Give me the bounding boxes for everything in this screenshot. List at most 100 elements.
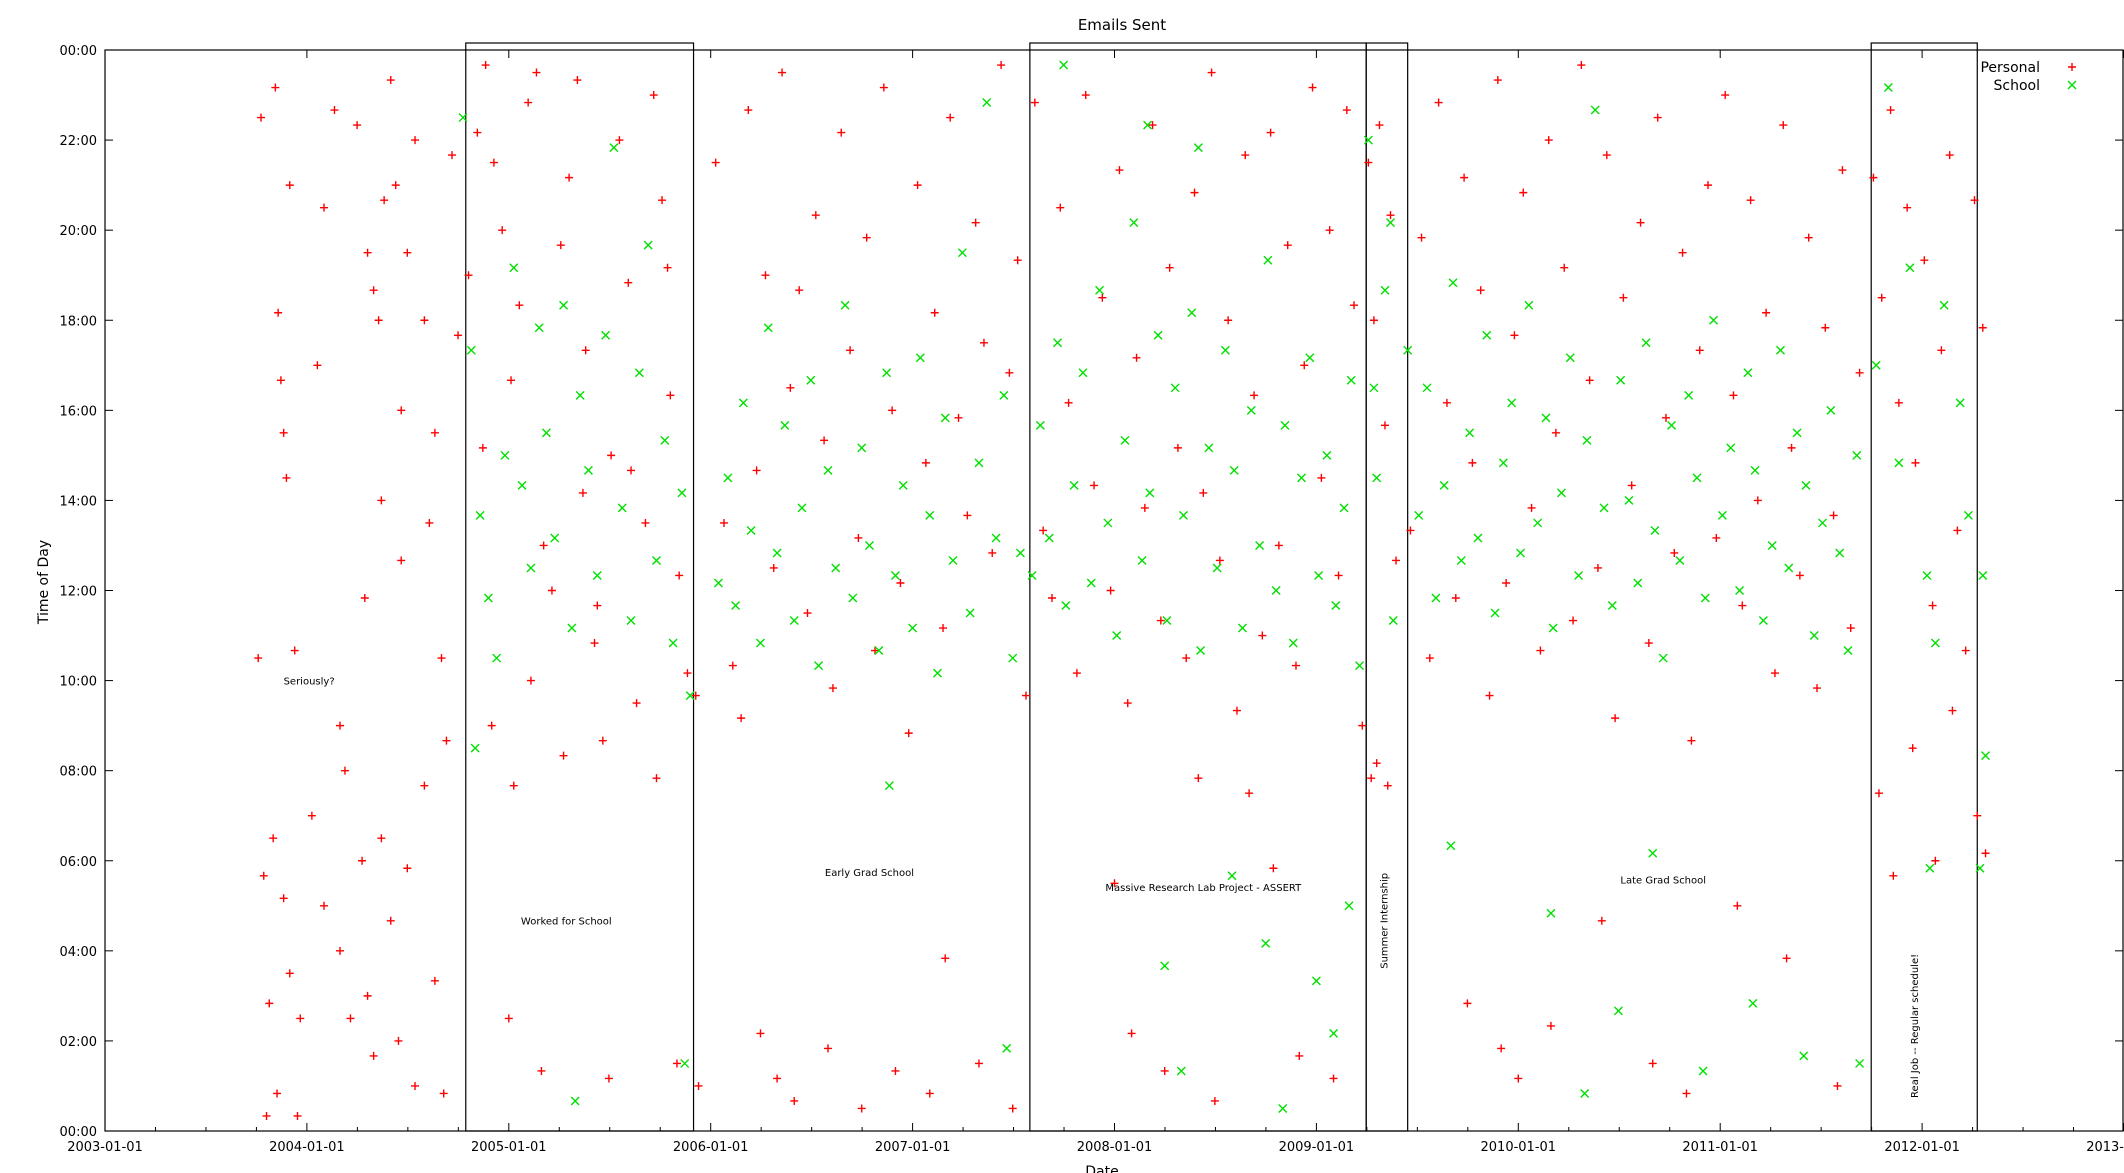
point-personal xyxy=(524,98,533,107)
x-tick-label: 2011-01-01 xyxy=(1682,1140,1758,1155)
point-school xyxy=(567,623,577,633)
point-personal xyxy=(1619,293,1628,302)
point-personal xyxy=(896,578,905,587)
point-personal xyxy=(369,1051,378,1060)
point-personal xyxy=(498,226,507,235)
point-school xyxy=(1582,435,1592,445)
point-school xyxy=(1160,961,1170,971)
point-personal xyxy=(1072,669,1081,678)
point-personal xyxy=(1527,503,1536,512)
point-personal xyxy=(1369,316,1378,325)
point-personal xyxy=(1232,706,1241,715)
point-personal xyxy=(1804,233,1813,242)
point-personal xyxy=(1132,353,1141,362)
point-school xyxy=(797,503,807,513)
point-school xyxy=(806,375,816,385)
point-school xyxy=(1305,353,1315,363)
point-personal xyxy=(1476,286,1485,295)
point-school xyxy=(1981,751,1991,761)
point-personal xyxy=(380,196,389,205)
point-personal xyxy=(478,443,487,452)
point-school xyxy=(1297,473,1307,483)
point-personal xyxy=(559,751,568,760)
point-school xyxy=(1507,398,1517,408)
point-personal xyxy=(1386,211,1395,220)
point-personal xyxy=(442,736,451,745)
point-personal xyxy=(1194,774,1203,783)
point-personal xyxy=(377,834,386,843)
point-personal xyxy=(1417,233,1426,242)
regions-layer xyxy=(465,42,1978,1132)
point-school xyxy=(1346,375,1356,385)
point-school xyxy=(617,503,627,513)
point-personal xyxy=(447,151,456,160)
region-annotation: Late Grad School xyxy=(1620,875,1706,886)
point-personal xyxy=(1460,173,1469,182)
point-personal xyxy=(1098,293,1107,302)
point-personal xyxy=(1325,226,1334,235)
point-personal xyxy=(1928,601,1937,610)
y-tick-label: 10:00 xyxy=(60,675,97,690)
point-school xyxy=(458,113,468,123)
point-school xyxy=(559,300,569,310)
x-tick-label: 2003-01-01 xyxy=(67,1140,143,1155)
point-school xyxy=(755,638,765,648)
point-personal xyxy=(430,428,439,437)
point-personal xyxy=(1519,188,1528,197)
point-personal xyxy=(1030,98,1039,107)
point-personal xyxy=(1636,218,1645,227)
point-school xyxy=(1008,653,1018,663)
point-personal xyxy=(1787,443,1796,452)
point-school xyxy=(1288,638,1298,648)
point-personal xyxy=(1207,68,1216,77)
x-tick-label: 2008-01-01 xyxy=(1077,1140,1153,1155)
point-personal xyxy=(1560,263,1569,272)
point-personal xyxy=(335,946,344,955)
point-personal xyxy=(1978,323,1987,332)
point-school xyxy=(517,480,527,490)
point-school xyxy=(789,616,799,626)
point-personal xyxy=(1199,488,1208,497)
point-school xyxy=(1061,601,1071,611)
point-personal xyxy=(1903,203,1912,212)
point-personal xyxy=(353,121,362,130)
point-school xyxy=(509,263,519,273)
point-personal xyxy=(1406,526,1415,535)
point-personal xyxy=(1156,616,1165,625)
point-personal xyxy=(1908,744,1917,753)
point-school xyxy=(1648,848,1658,858)
x-tick-label: 2010-01-01 xyxy=(1481,1140,1557,1155)
point-personal xyxy=(1165,263,1174,272)
point-personal xyxy=(1190,188,1199,197)
point-personal xyxy=(487,721,496,730)
point-personal xyxy=(515,301,524,310)
point-personal xyxy=(1039,526,1048,535)
point-school xyxy=(1086,578,1096,588)
chart-title: Emails Sent xyxy=(1078,16,1166,34)
point-personal xyxy=(1894,398,1903,407)
point-school xyxy=(713,578,723,588)
point-school xyxy=(1883,83,1893,93)
point-personal xyxy=(1602,151,1611,160)
point-personal xyxy=(256,113,265,122)
point-personal xyxy=(254,654,263,663)
point-school xyxy=(1246,405,1256,415)
point-personal xyxy=(1869,173,1878,182)
y-tick-label: 00:00 xyxy=(60,44,97,59)
y-tick-label: 02:00 xyxy=(60,1035,97,1050)
point-school xyxy=(1818,518,1828,528)
point-school xyxy=(626,616,636,626)
point-personal xyxy=(1295,1051,1304,1060)
point-school xyxy=(780,420,790,430)
point-school xyxy=(1516,548,1526,558)
point-school xyxy=(1792,428,1802,438)
point-school xyxy=(483,593,493,603)
point-personal xyxy=(1106,586,1115,595)
point-personal xyxy=(711,158,720,167)
point-personal xyxy=(1945,151,1954,160)
point-personal xyxy=(1434,98,1443,107)
point-personal xyxy=(1536,646,1545,655)
point-personal xyxy=(888,406,897,415)
point-school xyxy=(1667,420,1677,430)
point-school xyxy=(470,743,480,753)
